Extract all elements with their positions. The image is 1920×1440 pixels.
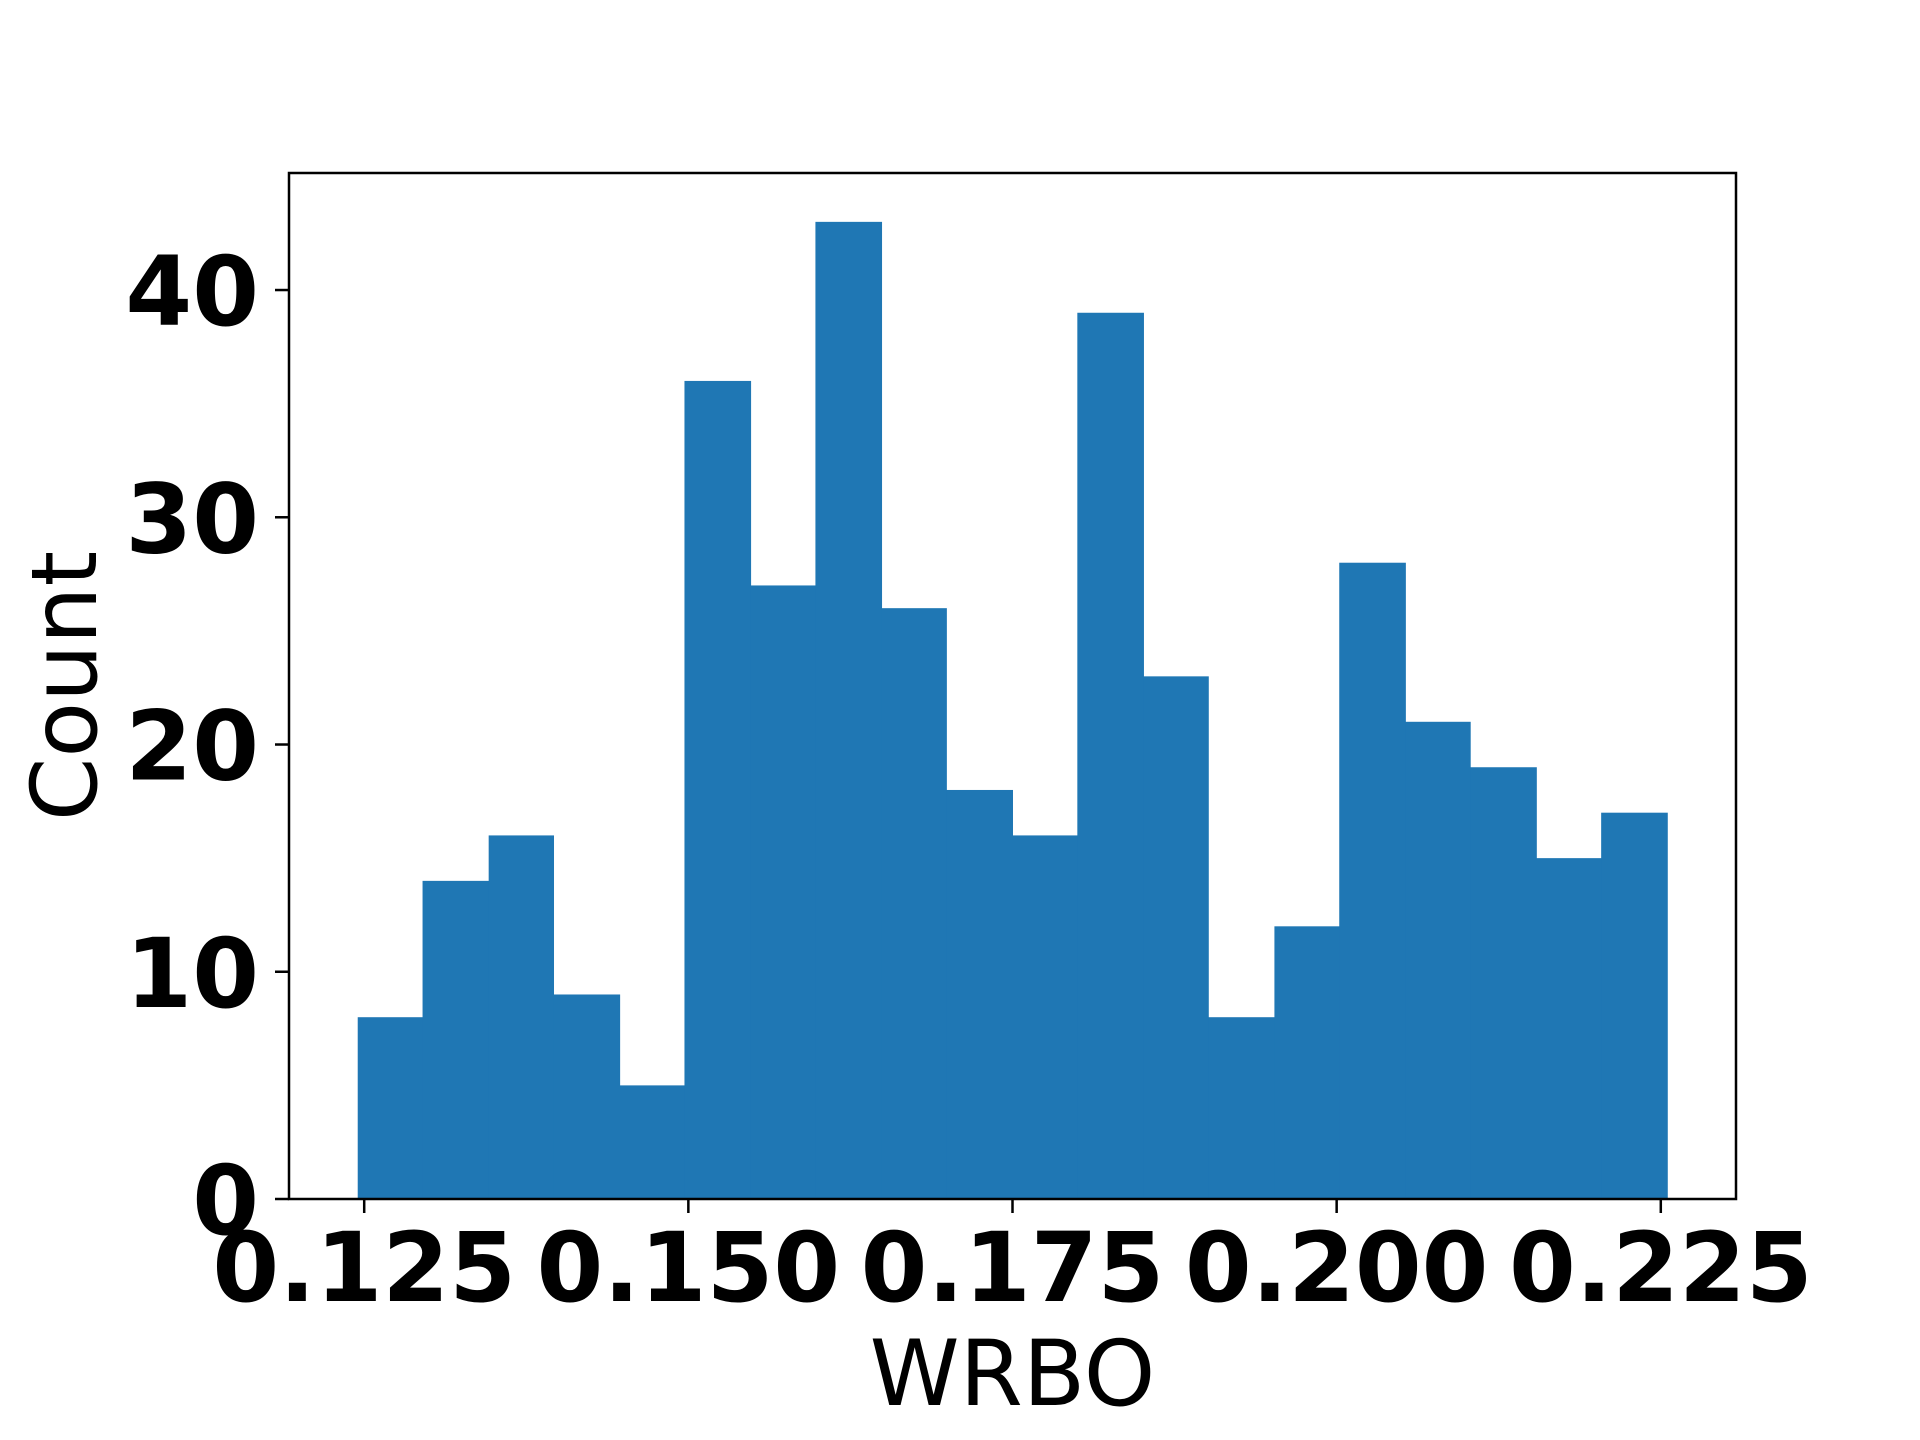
histogram-bar	[1077, 312, 1144, 1199]
histogram-bar	[553, 994, 621, 1199]
histogram-bar	[1274, 926, 1340, 1199]
x-axis-label: WRBO	[870, 1322, 1156, 1427]
x-tick-label: 0.150	[537, 1212, 841, 1324]
x-tick-label: 0.125	[212, 1212, 516, 1324]
y-axis-label: Count	[13, 551, 118, 821]
y-tick-label: 30	[125, 463, 259, 575]
x-tick-label: 0.200	[1185, 1212, 1489, 1324]
histogram-bar	[750, 585, 816, 1199]
y-tick-label: 0	[192, 1145, 259, 1257]
histogram-bar	[881, 608, 947, 1199]
histogram-bar	[422, 880, 490, 1199]
x-tick-label: 0.175	[861, 1212, 1165, 1324]
y-tick-label: 40	[125, 236, 259, 348]
x-axis: 0.125 0.150 0.175 0.200 0.225	[212, 1199, 1813, 1324]
bars	[357, 221, 1668, 1200]
histogram-bar	[357, 1017, 424, 1199]
histogram-bar	[684, 380, 752, 1200]
x-tick-label: 0.225	[1509, 1212, 1813, 1324]
histogram-bar	[1405, 721, 1471, 1199]
histogram-bar	[619, 1085, 685, 1199]
y-axis: 0 10 20 30 40	[125, 236, 289, 1257]
histogram-bar	[815, 221, 883, 1199]
histogram-bar	[1601, 812, 1668, 1199]
histogram-bar	[1012, 835, 1078, 1199]
y-tick-label: 10	[125, 918, 259, 1030]
histogram-bar	[488, 835, 555, 1199]
histogram-bar	[1536, 858, 1602, 1199]
histogram-bar	[1470, 767, 1537, 1199]
histogram-bar	[1339, 562, 1406, 1199]
histogram-bar	[946, 789, 1013, 1199]
histogram-bar	[1143, 676, 1209, 1199]
histogram-bar	[1208, 1017, 1275, 1199]
y-tick-label: 20	[125, 691, 259, 803]
